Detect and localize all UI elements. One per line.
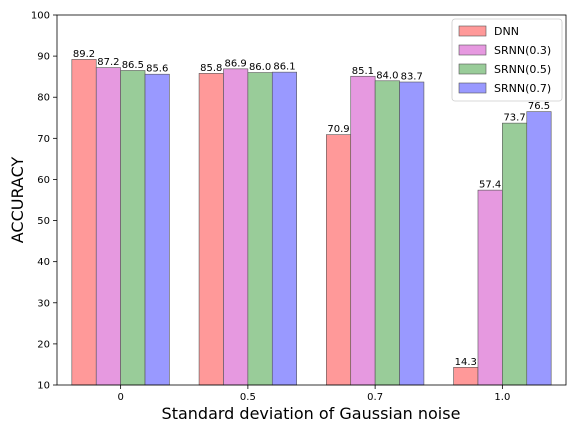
bar-srnn-0-7--3 xyxy=(526,111,552,386)
y-tick-label: 80 xyxy=(37,93,50,104)
y-tick-label: 10 xyxy=(37,381,50,392)
data-label: 86.0 xyxy=(249,62,271,73)
x-tick-label: 0 xyxy=(117,392,123,403)
bar-dnn-0 xyxy=(71,59,97,386)
y-tick-label: 40 xyxy=(37,257,50,268)
y-tick-label: 60 xyxy=(37,175,50,186)
legend-swatch xyxy=(458,82,487,94)
legend-swatch xyxy=(458,44,487,56)
bar-srnn-0-5--3 xyxy=(502,122,528,386)
bar-srnn-0-3--3 xyxy=(477,189,503,386)
legend-label: SRNN(0.7) xyxy=(494,82,551,95)
bar-srnn-0-7--2 xyxy=(399,81,425,386)
data-label: 76.5 xyxy=(528,101,550,112)
y-axis-ticks: 10 20 30 40 50 60 70 80 90 100 xyxy=(31,11,57,392)
data-label: 86.5 xyxy=(122,60,144,71)
y-tick-label: 70 xyxy=(37,134,50,145)
legend-swatch xyxy=(458,25,487,37)
data-label: 83.7 xyxy=(401,72,423,83)
legend-label: DNN xyxy=(494,25,519,38)
x-axis-ticks: 0 0.5 0.7 1.0 xyxy=(117,385,510,403)
data-label: 86.9 xyxy=(225,58,247,69)
data-label: 57.4 xyxy=(479,180,501,191)
y-tick-label: 50 xyxy=(37,216,50,227)
bar-dnn-1 xyxy=(198,73,224,386)
data-label: 70.9 xyxy=(327,124,349,135)
bar-srnn-0-3--1 xyxy=(223,68,249,386)
data-label: 89.2 xyxy=(73,49,95,60)
data-label: 85.8 xyxy=(200,63,222,74)
data-label: 86.1 xyxy=(273,62,295,73)
y-tick-label: 30 xyxy=(37,298,50,309)
bar-srnn-0-3--0 xyxy=(95,67,121,386)
x-axis-title: Standard deviation of Gaussian noise xyxy=(162,404,461,423)
x-tick-label: 1.0 xyxy=(494,392,510,403)
bars-group xyxy=(71,59,552,386)
x-tick-label: 0.5 xyxy=(240,392,256,403)
data-label: 84.0 xyxy=(376,70,398,81)
data-label: 85.1 xyxy=(352,66,374,77)
data-label: 85.6 xyxy=(146,64,168,75)
bar-srnn-0-5--0 xyxy=(120,70,146,386)
data-label: 87.2 xyxy=(97,57,119,68)
y-tick-label: 20 xyxy=(37,339,50,350)
bar-srnn-0-5--1 xyxy=(247,72,273,386)
bar-srnn-0-3--2 xyxy=(350,75,376,386)
data-label: 14.3 xyxy=(455,357,477,368)
bar-srnn-0-7--0 xyxy=(144,73,170,386)
legend: DNN SRNN(0.3) SRNN(0.5) SRNN(0.7) xyxy=(451,18,563,102)
data-label: 73.7 xyxy=(503,113,525,124)
y-tick-label: 100 xyxy=(31,11,50,22)
bar-srnn-0-7--1 xyxy=(271,71,297,386)
data-labels-group: 89.287.2 86.5 85.6 85.8 86.9 86.0 86.1 70.9 85.1… xyxy=(73,49,550,368)
legend-label: SRNN(0.3) xyxy=(494,44,551,57)
plot-frame xyxy=(56,14,567,386)
bar-srnn-0-5--2 xyxy=(374,80,400,386)
x-tick-label: 0.7 xyxy=(367,392,383,403)
legend-label: SRNN(0.5) xyxy=(494,63,551,76)
y-axis-title: ACCURACY xyxy=(8,157,27,244)
bar-dnn-3 xyxy=(453,367,479,386)
bar-dnn-2 xyxy=(326,134,352,386)
y-tick-label: 90 xyxy=(37,52,50,63)
legend-swatch xyxy=(458,63,487,75)
legend-box xyxy=(451,18,563,102)
